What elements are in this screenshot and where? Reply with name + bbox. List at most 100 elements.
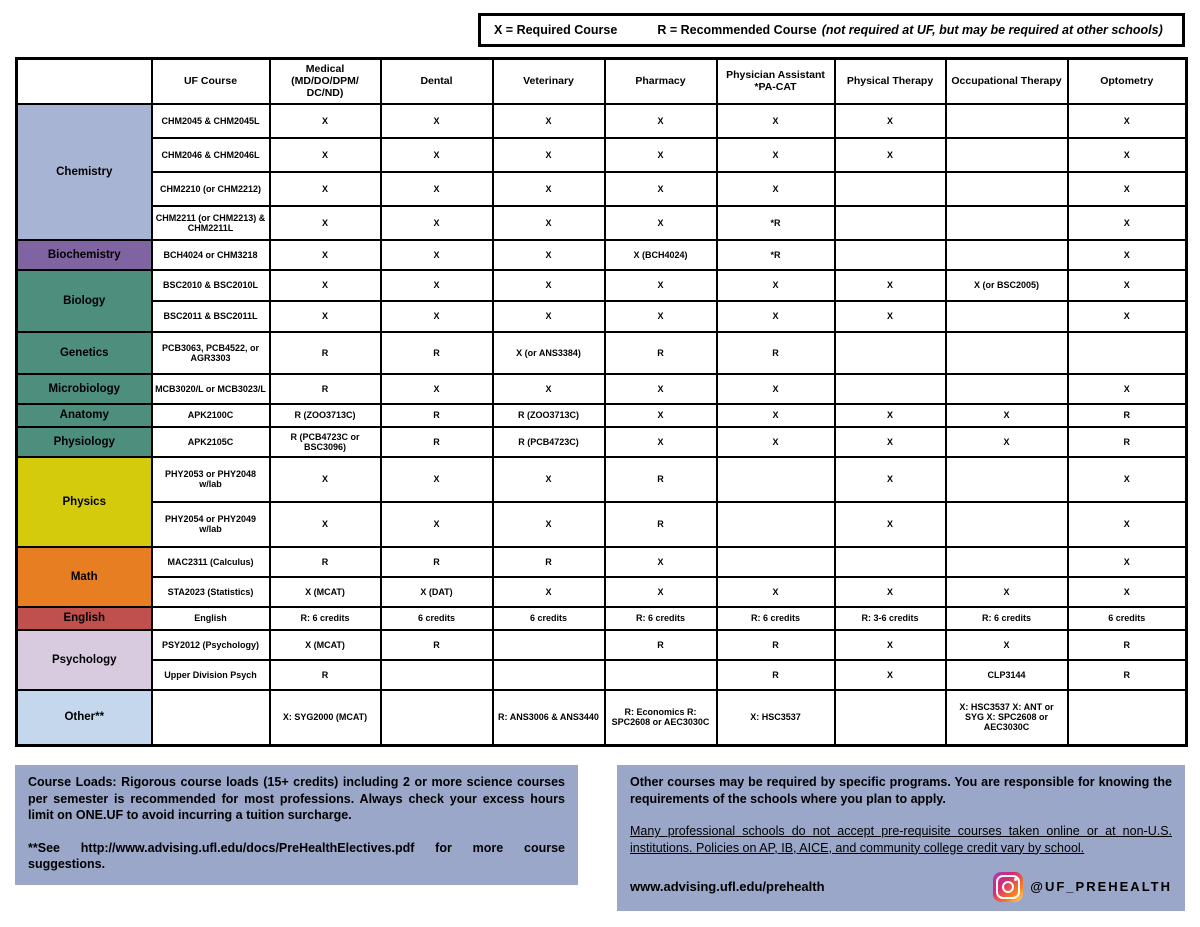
table-row: STA2023 (Statistics) X (MCAT) X (DAT) X X X X X… — [17, 575, 1188, 608]
table-row: Upper Division Psych R R X CLP3144 R — [17, 658, 1188, 691]
requirement-cell: R — [603, 455, 718, 503]
requirement-cell — [603, 658, 718, 691]
requirement-cell: X — [603, 575, 718, 608]
requirement-cell: R: 6 credits — [603, 605, 718, 631]
requirement-cell: R — [1066, 425, 1188, 458]
requirement-cell: X — [1066, 372, 1188, 405]
requirement-cell: X (MCAT) — [268, 575, 382, 608]
course-cell: STA2023 (Statistics) — [150, 575, 271, 608]
course-cell: APK2105C — [150, 425, 271, 458]
requirement-cell: CLP3144 — [944, 658, 1069, 691]
requirement-cell: X — [1066, 545, 1188, 578]
requirement-cell: X — [1066, 575, 1188, 608]
requirement-cell: X — [379, 204, 494, 241]
header-cell: Physical Therapy — [833, 57, 947, 105]
course-cell: MAC2311 (Calculus) — [150, 545, 271, 578]
requirement-cell — [833, 204, 947, 241]
requirement-cell: R — [268, 545, 382, 578]
table-row: CHM2046 & CHM2046L X X X X X X X — [17, 136, 1188, 173]
requirement-cell: X — [491, 372, 606, 405]
category-cell: Math — [15, 545, 153, 608]
header-cell: Pharmacy — [603, 57, 718, 105]
requirement-cell — [833, 372, 947, 405]
requirement-cell: X — [1066, 500, 1188, 548]
table-row: Genetics PCB3063, PCB4522, or AGR3303 R R X … — [15, 330, 1188, 375]
table-row: English English R: 6 credits 6 credits 6 cre… — [15, 605, 1188, 631]
requirement-cell: X — [379, 102, 494, 139]
requirement-cell: X — [268, 500, 382, 548]
table-row: Math MAC2311 (Calculus) R R R X X — [15, 545, 1188, 608]
requirement-cell: R — [491, 545, 606, 578]
course-cell: CHM2045 & CHM2045L — [150, 102, 271, 139]
requirement-cell — [944, 102, 1069, 139]
course-cell: BSC2011 & BSC2011L — [150, 299, 271, 333]
requirement-cell: X — [715, 425, 836, 458]
category-cell: Biology — [15, 268, 153, 333]
requirement-cell: R — [268, 330, 382, 375]
requirement-cell — [944, 204, 1069, 241]
electives-link-paragraph[interactable]: **See http://www.advising.ufl.edu/docs/P… — [28, 840, 565, 872]
requirement-cell: X — [379, 299, 494, 333]
table-row: PHY2054 or PHY2049 w/lab X X X R X X — [17, 500, 1188, 548]
requirement-cell: X — [944, 402, 1069, 428]
requirement-cell: X — [833, 455, 947, 503]
category-cell: Chemistry — [15, 102, 153, 241]
requirement-cell: X — [944, 425, 1069, 458]
requirement-cell: X — [603, 204, 718, 241]
table-row: BSC2011 & BSC2011L X X X X X X X — [17, 299, 1188, 333]
table-row: Biochemistry BCH4024 or CHM3218 X X X X (BCH4… — [15, 238, 1188, 271]
requirement-cell — [944, 372, 1069, 405]
requirement-cell: R: 6 credits — [268, 605, 382, 631]
requirement-cell — [833, 545, 947, 578]
requirement-cell: R — [715, 628, 836, 661]
requirement-cell: X — [1066, 204, 1188, 241]
category-cell: Physiology — [15, 425, 153, 458]
requirement-cell: R: Economics R: SPC2608 or AEC3030C — [603, 688, 718, 747]
requirement-cell: X — [1066, 299, 1188, 333]
course-cell: BCH4024 or CHM3218 — [150, 238, 271, 271]
prehealth-website-link[interactable]: www.advising.ufl.edu/prehealth — [630, 879, 825, 895]
requirement-cell: R: ANS3006 & ANS3440 — [491, 688, 606, 747]
requirement-cell: R — [379, 402, 494, 428]
requirement-cell: X — [833, 425, 947, 458]
requirement-cell: X — [268, 204, 382, 241]
course-cell — [150, 688, 271, 747]
table-row: Anatomy APK2100C R (ZOO3713C) R R (ZOO3713C)… — [15, 402, 1188, 428]
course-cell: CHM2210 (or CHM2212) — [150, 170, 271, 207]
instagram-account: @UF_PREHEALTH — [993, 872, 1172, 902]
requirement-cell: R — [379, 628, 494, 661]
requirement-cell: X — [379, 268, 494, 302]
requirement-cell — [491, 658, 606, 691]
requirement-cell: X — [603, 545, 718, 578]
requirement-cell: R — [268, 658, 382, 691]
requirement-cell: 6 credits — [379, 605, 494, 631]
requirement-cell: X — [715, 575, 836, 608]
requirement-cell: X — [491, 575, 606, 608]
requirement-cell: X: HSC3537 X: ANT or SYG X: SPC2608 or A… — [944, 688, 1069, 747]
requirement-cell: R — [715, 330, 836, 375]
requirement-cell: X — [944, 628, 1069, 661]
requirement-cell: X — [603, 268, 718, 302]
requirement-cell: R: 6 credits — [944, 605, 1069, 631]
table-row: Chemistry CHM2045 & CHM2045L X X X X X X X — [15, 102, 1188, 241]
requirement-cell: X (BCH4024) — [603, 238, 718, 271]
category-cell: Genetics — [15, 330, 153, 375]
requirement-cell: X — [1066, 455, 1188, 503]
instagram-icon — [993, 872, 1024, 902]
requirement-cell — [944, 238, 1069, 271]
table-row: Psychology PSY2012 (Psychology) X (MCAT) R R… — [15, 628, 1188, 691]
header-cell: Optometry — [1066, 57, 1188, 105]
requirement-cell: R — [715, 658, 836, 691]
requirement-cell: X — [603, 402, 718, 428]
requirement-cell: X — [833, 628, 947, 661]
header-cell-category — [15, 57, 153, 105]
table-row: Physiology APK2105C R (PCB4723C or BSC3096… — [15, 425, 1188, 458]
requirement-cell: X — [833, 402, 947, 428]
requirement-cell: R (ZOO3713C) — [491, 402, 606, 428]
course-loads-note: Course Loads: Rigorous course loads (15+… — [15, 765, 578, 885]
requirement-cell: X — [379, 238, 494, 271]
requirement-cell: X — [1066, 238, 1188, 271]
requirement-cell: X — [603, 372, 718, 405]
table-row: Other** X: SYG2000 (MCAT) R: ANS3006 & ANS… — [15, 688, 1188, 747]
requirement-cell — [1066, 330, 1188, 375]
